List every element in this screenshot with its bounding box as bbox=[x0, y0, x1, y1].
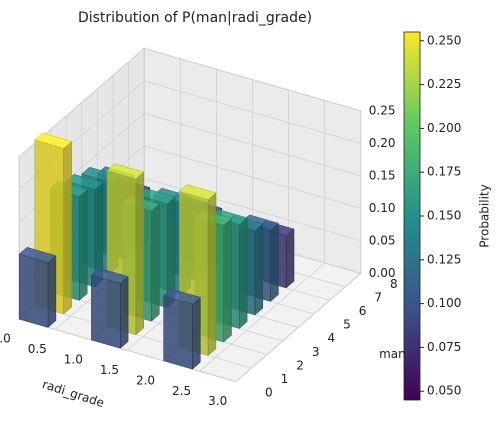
colorbar-tick-label: 0.225 bbox=[427, 77, 461, 91]
bar-top bbox=[90, 267, 129, 284]
grid-line bbox=[144, 113, 361, 177]
bar-side bbox=[239, 217, 248, 330]
x-tick-label: 0.5 bbox=[28, 342, 47, 356]
grid-line bbox=[144, 48, 361, 112]
bar-top bbox=[178, 184, 217, 200]
y-tick-label: 6 bbox=[359, 304, 367, 318]
x-tick-label: 1.5 bbox=[100, 363, 119, 377]
colorbar-label: Probability bbox=[478, 184, 492, 247]
z-tick-label: 0.05 bbox=[369, 233, 396, 247]
bar-side bbox=[151, 203, 160, 322]
y-tick-label: 5 bbox=[343, 318, 351, 332]
bar-side bbox=[223, 217, 232, 343]
plot-area bbox=[18, 47, 362, 383]
x-tick-label: 3.0 bbox=[208, 394, 227, 408]
y-tick-label: 7 bbox=[374, 291, 382, 305]
z-tick-label: 0.25 bbox=[369, 103, 396, 117]
grid-line bbox=[144, 145, 361, 209]
bar-side bbox=[207, 192, 217, 357]
bar-side bbox=[254, 223, 264, 316]
bar-front bbox=[18, 253, 49, 328]
x-tick-label: 0.0 bbox=[0, 332, 11, 346]
bar-top bbox=[106, 163, 145, 180]
bar bbox=[178, 184, 217, 357]
y-tick-label: 0 bbox=[265, 385, 273, 399]
x-tick-label: 2.0 bbox=[136, 373, 155, 387]
chart-title: Distribution of P(man|radi_grade) bbox=[78, 10, 312, 26]
colorbar-tick-label: 0.175 bbox=[427, 165, 461, 179]
bar-top bbox=[34, 132, 73, 149]
y-tick-label: 3 bbox=[312, 345, 320, 359]
colorbar-tick-label: 0.050 bbox=[427, 384, 461, 398]
grid-line bbox=[34, 305, 252, 369]
bar-side bbox=[79, 189, 88, 301]
grid-line bbox=[144, 80, 361, 144]
colorbar bbox=[403, 31, 421, 401]
bar-side bbox=[285, 228, 295, 289]
colorbar-tick-label: 0.075 bbox=[427, 340, 461, 354]
y-tick-label: 2 bbox=[296, 358, 304, 372]
x-tick-label: 1.0 bbox=[64, 353, 83, 367]
bar-side bbox=[63, 140, 72, 315]
bar-side bbox=[47, 255, 57, 328]
z-tick-label: 0.10 bbox=[369, 201, 396, 215]
grid-line bbox=[50, 291, 268, 355]
y-tick-label: 4 bbox=[328, 331, 336, 345]
y-tick-label: 1 bbox=[281, 372, 289, 386]
bar-top bbox=[18, 247, 57, 263]
bar-side bbox=[135, 171, 144, 336]
bar-front bbox=[91, 274, 121, 349]
y-tick-label: 8 bbox=[390, 277, 398, 291]
grid-line bbox=[19, 318, 236, 382]
bar-side bbox=[192, 296, 201, 370]
bar-side bbox=[120, 275, 129, 349]
x-tick-label: 2.5 bbox=[172, 384, 191, 398]
bar-top bbox=[163, 288, 201, 305]
z-tick-label: 0.20 bbox=[369, 136, 396, 150]
z-tick-label: 0.00 bbox=[369, 266, 396, 280]
bar bbox=[18, 247, 57, 328]
colorbar-tick-label: 0.100 bbox=[427, 296, 461, 310]
bar-side bbox=[270, 222, 279, 302]
colorbar-tick-label: 0.200 bbox=[427, 121, 461, 135]
z-tick-label: 0.15 bbox=[369, 168, 396, 182]
colorbar-tick-label: 0.150 bbox=[427, 209, 461, 223]
grid-line bbox=[144, 177, 361, 242]
x-axis-label: radi_grade bbox=[41, 377, 106, 410]
colorbar-tick-label: 0.125 bbox=[427, 252, 461, 266]
y-axis-label: man bbox=[379, 347, 406, 361]
bar bbox=[163, 288, 201, 370]
colorbar-tick-label: 0.250 bbox=[427, 33, 461, 47]
bar-front bbox=[163, 295, 193, 370]
bar bbox=[90, 267, 129, 349]
